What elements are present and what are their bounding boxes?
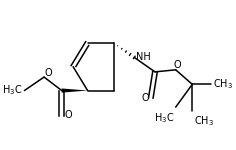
Text: NH: NH xyxy=(136,52,151,62)
Text: O: O xyxy=(44,68,52,78)
Text: CH$_3$: CH$_3$ xyxy=(213,77,233,91)
Text: O: O xyxy=(141,93,149,103)
Text: H$_3$C: H$_3$C xyxy=(154,111,175,125)
Text: H$_3$C: H$_3$C xyxy=(2,84,23,98)
Text: O: O xyxy=(64,110,72,120)
Text: CH$_3$: CH$_3$ xyxy=(194,114,214,128)
Polygon shape xyxy=(62,88,88,93)
Text: O: O xyxy=(174,60,181,70)
